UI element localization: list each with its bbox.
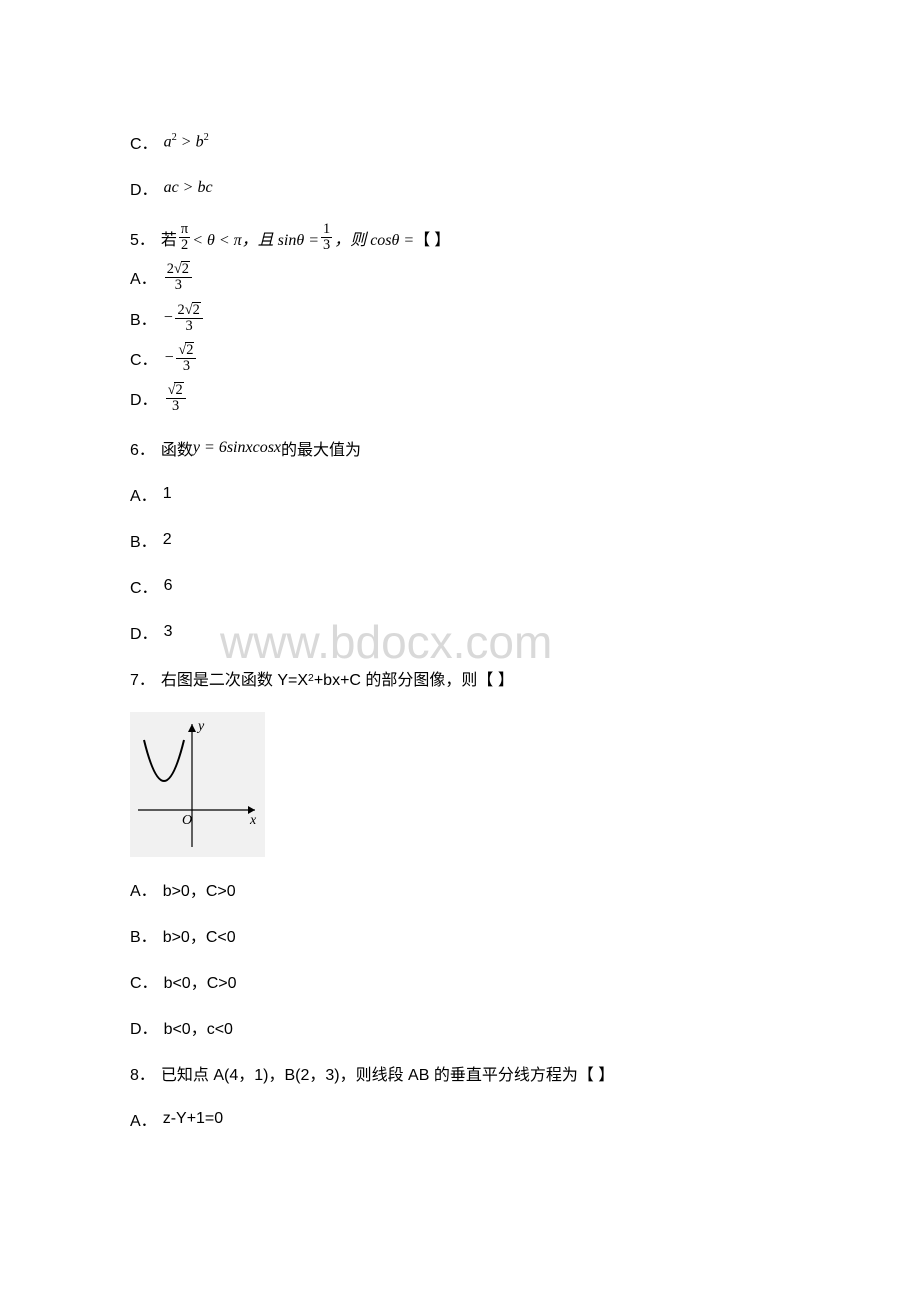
q7-text-b: +bx+C 的部分图像，则【 】 — [314, 666, 514, 690]
option-label: D． — [130, 1015, 158, 1039]
axis-x-label: x — [249, 813, 257, 828]
q5-option-b: B． − 22 3 — [130, 302, 790, 334]
q8-text: 已知点 A(4，1)，B(2，3)，则线段 AB 的垂直平分线方程为【 】 — [161, 1061, 614, 1085]
q8-option-a: A． z-Y+1=0 — [130, 1107, 790, 1131]
q7-option-d: D．b<0，c<0 — [130, 1015, 790, 1039]
option-label: C． — [130, 130, 158, 154]
math-expr: a2 > b2 — [164, 132, 209, 151]
q7-stem: 7． 右图是二次函数 Y=X2+bx+C 的部分图像，则【 】 — [130, 666, 790, 690]
q8-stem: 8． 已知点 A(4，1)，B(2，3)，则线段 AB 的垂直平分线方程为【 】 — [130, 1061, 790, 1085]
option-text: 3 — [164, 623, 173, 641]
q7-label: 7． — [130, 666, 155, 690]
parabola-svg: y x O — [130, 712, 265, 857]
q6-stem: 6． 函数 y = 6sinxcosx 的最大值为 — [130, 436, 790, 460]
q7-option-a: A．b>0，C>0 — [130, 877, 790, 901]
frac-pi-2: π 2 — [179, 222, 190, 253]
option-label: D． — [130, 620, 158, 644]
option-label: D． — [130, 176, 158, 200]
q7-option-b: B．b>0，C<0 — [130, 923, 790, 947]
q7-option-c: C．b<0，C>0 — [130, 969, 790, 993]
q7-text-a: 右图是二次函数 Y=X — [161, 666, 308, 690]
option-text: 1 — [163, 485, 172, 503]
q5-cond: < θ < π，且 sinθ = — [192, 226, 319, 250]
partial-option-d: D． ac > bc — [130, 176, 790, 200]
q8-label: 8． — [130, 1061, 155, 1085]
q6-label: 6． — [130, 436, 155, 460]
q5-option-a: A． 22 3 — [130, 261, 790, 293]
q6-suffix: 的最大值为 — [281, 436, 361, 460]
q5-stem: 5． 若 π 2 < θ < π，且 sinθ = 1 3 ，则 cosθ = … — [130, 222, 790, 253]
frac-a: 22 3 — [165, 261, 192, 293]
frac-1-3: 1 3 — [321, 222, 332, 253]
q5-label: 5． — [130, 226, 155, 250]
neg: − — [164, 349, 175, 367]
q5-suffix: ，则 cosθ = — [334, 226, 414, 250]
q6-prefix: 函数 — [161, 436, 193, 460]
math-expr: ac > bc — [164, 179, 213, 197]
neg: − — [163, 309, 174, 327]
frac-b: 22 3 — [175, 302, 202, 334]
option-label: A． — [130, 1107, 157, 1131]
option-text: b<0，c<0 — [164, 1015, 233, 1039]
option-text: b>0，C>0 — [163, 877, 236, 901]
option-text: 6 — [164, 577, 173, 595]
q7-graph: y x O — [130, 712, 265, 857]
frac-c: 2 3 — [176, 342, 196, 374]
q6-option-b: B． 2 — [130, 528, 790, 552]
option-text: b>0，C<0 — [163, 923, 236, 947]
option-label: C． — [130, 574, 158, 598]
option-label: B． — [130, 306, 157, 330]
option-label: A． — [130, 265, 157, 289]
q6-option-a: A． 1 — [130, 482, 790, 506]
option-label: C． — [130, 346, 158, 370]
option-label: A． — [130, 877, 157, 901]
option-label: B． — [130, 923, 157, 947]
bracket: 【 】 — [414, 226, 450, 250]
axis-y-label: y — [196, 719, 205, 734]
option-text: b<0，C>0 — [164, 969, 237, 993]
q6-option-d: D． 3 — [130, 620, 790, 644]
q6-eq: y = 6sinxcosx — [193, 439, 281, 457]
q6-option-c: C． 6 — [130, 574, 790, 598]
origin-label: O — [182, 813, 192, 828]
q5-option-d: D． 2 3 — [130, 382, 790, 414]
frac-d: 2 3 — [166, 382, 186, 414]
option-text: z-Y+1=0 — [163, 1110, 223, 1128]
option-label: C． — [130, 969, 158, 993]
option-label: B． — [130, 528, 157, 552]
partial-option-c: C． a2 > b2 — [130, 130, 790, 154]
q5-option-c: C． − 2 3 — [130, 342, 790, 374]
q5-prefix: 若 — [161, 226, 177, 250]
option-label: D． — [130, 386, 158, 410]
option-text: 2 — [163, 531, 172, 549]
option-label: A． — [130, 482, 157, 506]
